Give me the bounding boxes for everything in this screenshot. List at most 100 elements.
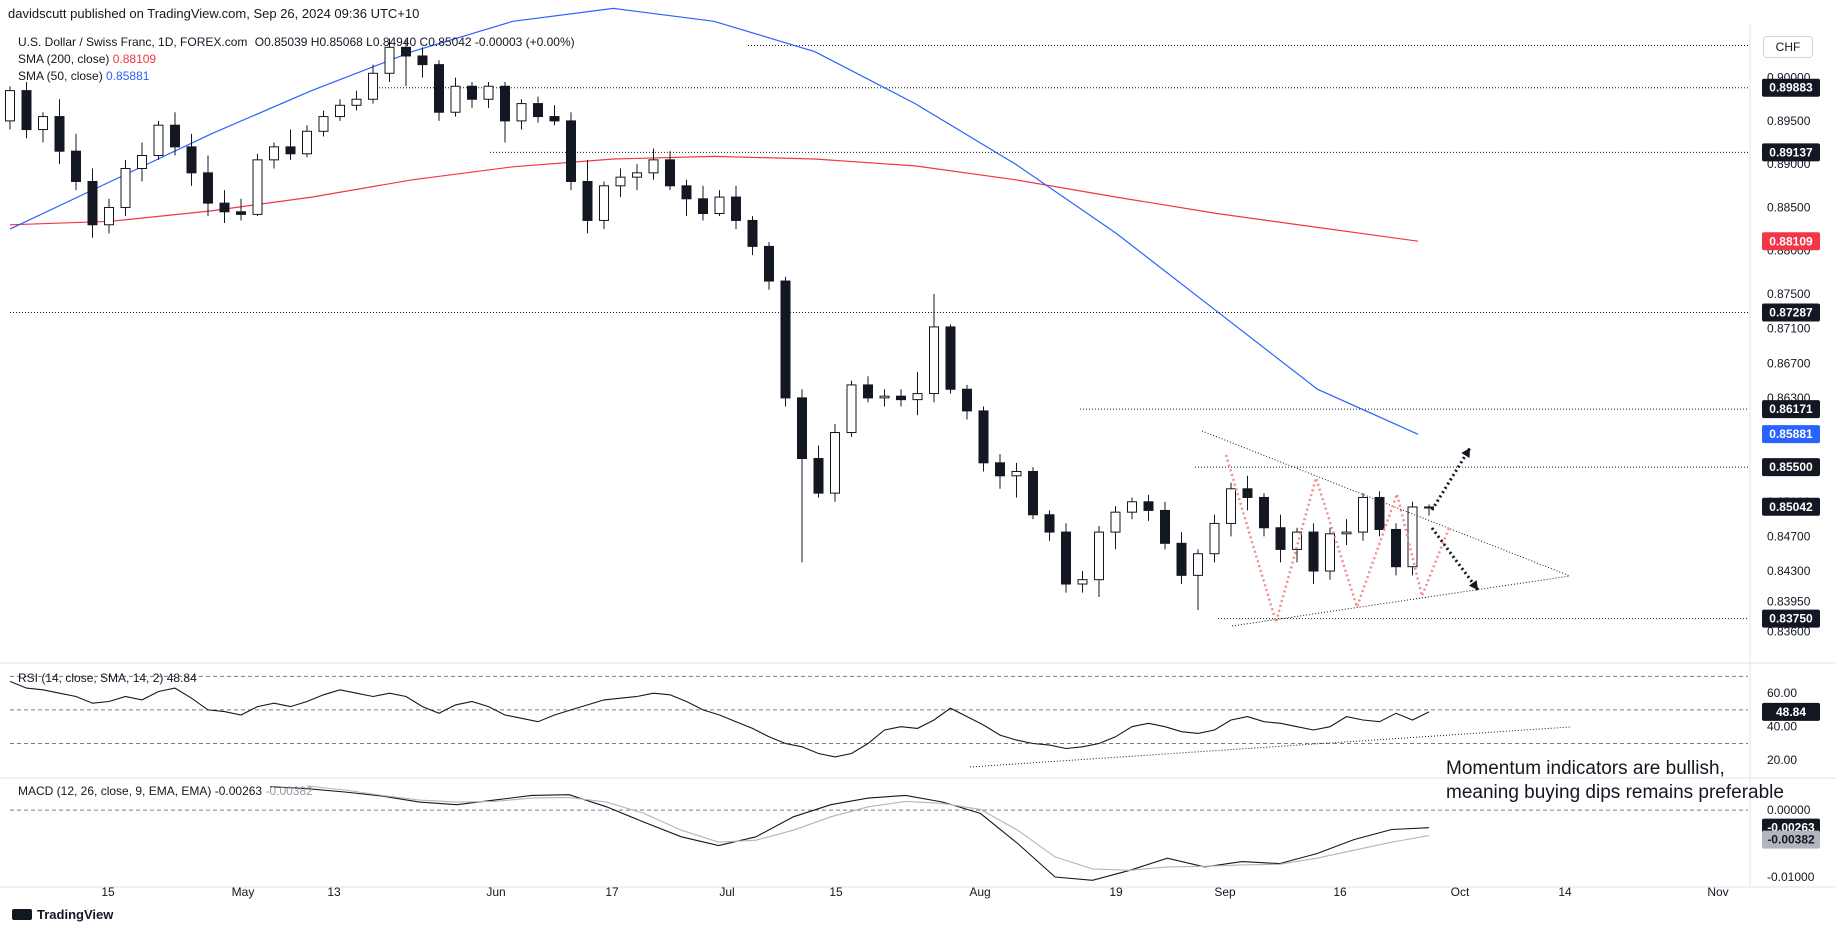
price-badge-bg xyxy=(1762,497,1820,516)
candle-body xyxy=(929,326,939,395)
candle-body xyxy=(764,245,774,282)
price-badge: 0.89137 xyxy=(1769,145,1813,159)
signal-badge: -0.00382 xyxy=(1767,833,1815,847)
candle-body xyxy=(21,90,32,131)
candle-body xyxy=(995,462,1005,477)
candle-body xyxy=(1407,506,1418,568)
price-badge: 0.83750 xyxy=(1769,612,1813,626)
signal-line xyxy=(307,785,1430,871)
x-axis-label: 19 xyxy=(1109,885,1123,899)
price-tick-label: 0.84300 xyxy=(1767,564,1811,578)
candle-body xyxy=(318,116,329,132)
x-axis-label: Oct xyxy=(1451,885,1470,899)
rsi-label: RSI (14, close, SMA, 14, 2) xyxy=(18,671,164,685)
x-axis-label: 16 xyxy=(1333,885,1347,899)
candle-body xyxy=(368,72,378,100)
candle-body xyxy=(962,388,972,412)
candle-body xyxy=(1094,531,1104,581)
annotation-line-2: meaning buying dips remains preferable xyxy=(1446,782,1784,803)
candle-body xyxy=(384,46,395,74)
candle-body xyxy=(1325,533,1335,572)
candle-body xyxy=(450,85,461,113)
price-badge: 0.86171 xyxy=(1769,402,1813,416)
price-badge: 0.88109 xyxy=(1769,234,1813,248)
currency-button[interactable]: CHF xyxy=(1763,36,1813,58)
candle-body xyxy=(153,124,164,157)
candle-body xyxy=(714,196,725,215)
price-badge-bg xyxy=(1762,425,1820,444)
candle-body xyxy=(1226,488,1236,524)
tradingview-logo[interactable]: TradingView xyxy=(12,907,113,922)
candle-body xyxy=(120,168,131,208)
candlesticks xyxy=(5,38,1434,610)
candle-body xyxy=(1077,579,1088,585)
rsi-tick-label: 20.00 xyxy=(1767,753,1797,767)
price-badge-bg xyxy=(1762,78,1820,97)
price-tick-label: 0.83600 xyxy=(1767,625,1811,639)
candle-body xyxy=(1143,501,1154,511)
horizontal-levels xyxy=(10,44,1748,620)
candle-body xyxy=(945,326,956,390)
candle-body xyxy=(978,410,989,464)
candle-body xyxy=(912,393,923,401)
price-tick-label: 0.84700 xyxy=(1767,529,1811,543)
symbol-legend: U.S. Dollar / Swiss Franc, 1D, FOREX.com… xyxy=(18,35,575,49)
candle-body xyxy=(203,172,213,204)
candle-body xyxy=(1358,496,1368,533)
price-tick-label: 0.89500 xyxy=(1767,114,1811,128)
candle-body xyxy=(137,155,147,170)
sma200-value: 0.88109 xyxy=(112,52,157,66)
candle-body xyxy=(1374,496,1385,530)
candle-body xyxy=(1424,506,1434,509)
symbol-name: U.S. Dollar / Swiss Franc, 1D, FOREX.com xyxy=(18,35,248,49)
candle-body xyxy=(417,55,428,66)
candle-body xyxy=(747,219,758,247)
price-badge-bg xyxy=(1762,458,1820,477)
candle-body xyxy=(285,146,296,155)
candle-body xyxy=(302,130,312,155)
candle-body xyxy=(38,116,48,131)
candle-body xyxy=(681,185,692,200)
candle-body xyxy=(615,176,626,187)
price-labels: 0.89883 0.89137 0.88109 0.87287 0.86171 0.858… xyxy=(1762,78,1820,849)
candle-body xyxy=(1209,522,1220,555)
candle-body xyxy=(582,180,593,221)
price-tick-label: 0.83950 xyxy=(1767,594,1811,608)
candle-body xyxy=(351,98,362,106)
candle-body xyxy=(1193,553,1203,576)
candle-body xyxy=(335,104,345,118)
x-axis-label: 17 xyxy=(605,885,619,899)
macd-tick-label: 0.00000 xyxy=(1767,803,1811,817)
candle-body xyxy=(1308,531,1319,572)
rsi-tick-label: 40.00 xyxy=(1767,720,1797,734)
bearish-arrow-head xyxy=(1468,580,1478,590)
price-badge: 0.87287 xyxy=(1769,305,1813,319)
bearish-arrow xyxy=(1430,527,1480,591)
candle-body xyxy=(1176,542,1187,576)
price-tick-label: 0.87100 xyxy=(1767,322,1811,336)
candle-body xyxy=(846,384,857,434)
candle-body xyxy=(516,103,527,122)
rsi-value: 48.84 xyxy=(166,671,197,685)
candle-body xyxy=(533,103,543,118)
rsi-badge: 48.84 xyxy=(1776,705,1806,719)
candle-body xyxy=(401,46,411,57)
x-axis-label: 15 xyxy=(829,885,843,899)
candle-body xyxy=(1160,509,1170,544)
sma50-value: 0.85881 xyxy=(106,69,150,83)
candle-body xyxy=(236,211,246,215)
candle-body xyxy=(648,159,659,174)
candle-body xyxy=(269,146,279,161)
candle-body xyxy=(1341,531,1352,535)
candle-body xyxy=(698,198,708,215)
candle-body xyxy=(1127,501,1137,513)
candle-body xyxy=(566,120,576,182)
x-axis-label: Jul xyxy=(719,885,734,899)
annotation-text: Momentum indicators are bullish, meaning… xyxy=(1446,757,1784,805)
x-axis-label: 13 xyxy=(327,885,341,899)
tradingview-brand: TradingView xyxy=(37,907,114,922)
candle-body xyxy=(1061,531,1071,585)
candle-body xyxy=(1011,470,1022,477)
candle-body xyxy=(879,395,890,399)
candle-body xyxy=(500,85,510,122)
